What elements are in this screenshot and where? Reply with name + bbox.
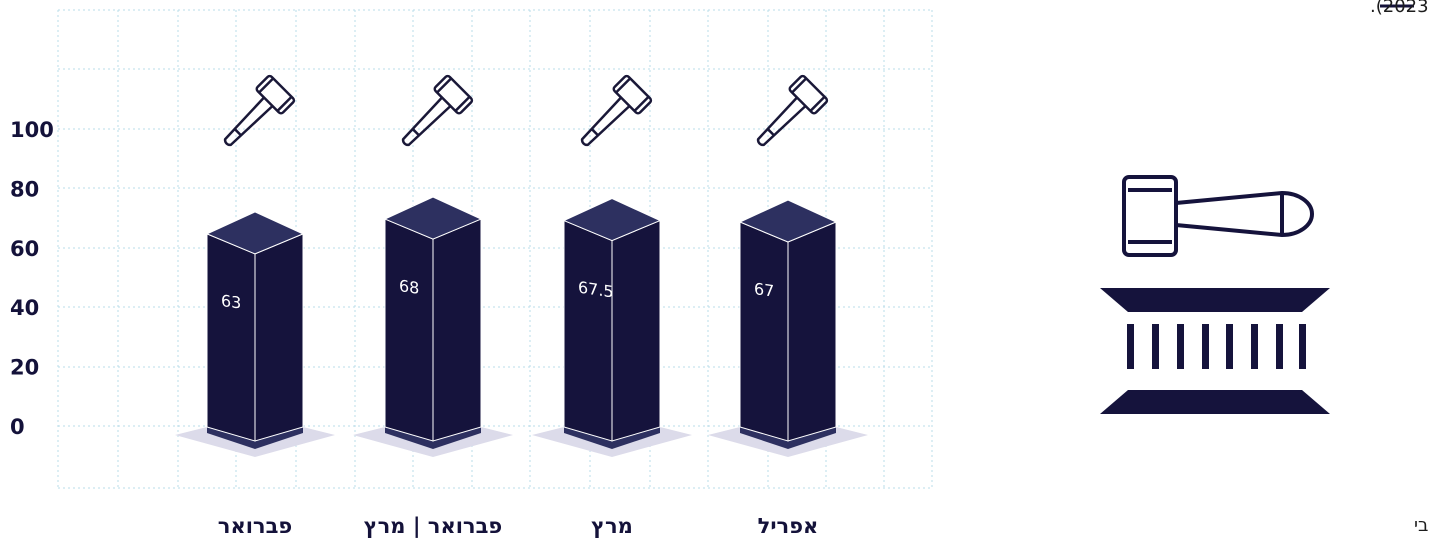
bar: 67.5 bbox=[532, 74, 692, 457]
bar: 68 bbox=[353, 74, 513, 457]
y-tick-label: 0 bbox=[10, 415, 25, 439]
gavel-icon bbox=[756, 74, 829, 147]
x-tick-label: מרץ bbox=[591, 514, 633, 538]
data-label: 67.5 bbox=[578, 278, 614, 302]
data-label: 67 bbox=[754, 279, 774, 301]
bar-face-right bbox=[432, 218, 482, 442]
courthouse-icon bbox=[1100, 175, 1330, 414]
y-tick-label: 40 bbox=[10, 296, 39, 320]
bar-face-right bbox=[254, 233, 304, 442]
bar-face-right bbox=[787, 221, 837, 442]
x-tick-label: פברואר bbox=[218, 514, 292, 538]
y-tick-label: 20 bbox=[10, 356, 39, 380]
bar-face-left bbox=[206, 233, 256, 442]
bar-face-left bbox=[739, 221, 789, 442]
y-axis: 0 20 40 60 80 100 bbox=[10, 118, 54, 439]
bar: 67 bbox=[708, 74, 868, 457]
x-tick-label: אפריל bbox=[758, 514, 819, 538]
y-tick-label: 100 bbox=[10, 118, 54, 142]
bar-base bbox=[207, 427, 303, 449]
bar-base bbox=[385, 427, 481, 449]
gavel-icon bbox=[223, 74, 296, 147]
chart-grid bbox=[57, 9, 933, 489]
bar-face-right bbox=[611, 219, 661, 442]
bar-top bbox=[205, 211, 305, 255]
gavel-icon bbox=[580, 74, 653, 147]
bar: 63 bbox=[175, 74, 335, 457]
bar-face-left bbox=[384, 218, 434, 442]
y-tick-label: 60 bbox=[10, 237, 39, 261]
bar-top bbox=[738, 199, 838, 243]
bars: 67 67.5 68 63 bbox=[175, 74, 868, 457]
gavel-icon bbox=[401, 74, 474, 147]
bar-top bbox=[562, 197, 662, 242]
y-tick-label: 80 bbox=[10, 177, 39, 201]
footnote: * הנתונים על בסיס סקרי מרכז ויטרבי bbox=[1414, 515, 1429, 536]
bar-top bbox=[383, 196, 483, 240]
x-tick-label: פברואר | מרץ bbox=[364, 514, 502, 539]
bar-face-left bbox=[563, 219, 613, 442]
bar-base bbox=[740, 427, 836, 449]
data-label: 63 bbox=[221, 291, 241, 313]
gavel-icon bbox=[1122, 175, 1314, 257]
x-axis: אפריל מרץ פברואר | מרץ פברואר bbox=[218, 514, 819, 539]
data-label: 68 bbox=[399, 276, 419, 298]
bar-base bbox=[564, 427, 660, 449]
header-note: (פברואר-אפריל 2023). bbox=[1370, 0, 1429, 17]
